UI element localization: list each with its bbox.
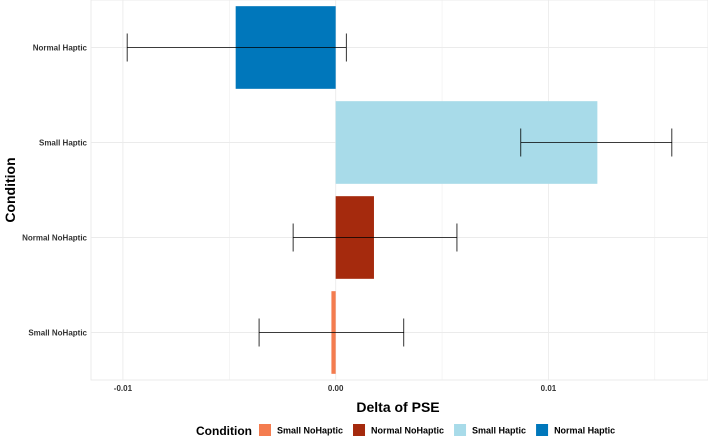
y-tick-label: Small NoHaptic — [28, 329, 87, 338]
x-tick-labels: -0.01 0.00 0.01 — [114, 384, 557, 393]
x-tick-label: 0.00 — [328, 384, 344, 393]
legend-label: Normal Haptic — [554, 426, 615, 436]
legend-label: Small Haptic — [472, 426, 526, 436]
legend-swatch — [536, 424, 549, 436]
legend-swatch — [353, 424, 366, 436]
legend-label: Normal NoHaptic — [371, 426, 444, 436]
legend: Condition Small NoHaptic Normal NoHaptic S… — [196, 424, 615, 438]
x-tick-label: 0.01 — [541, 384, 557, 393]
x-axis-title: Delta of PSE — [356, 399, 439, 415]
legend-title: Condition — [196, 424, 252, 438]
y-tick-label: Normal Haptic — [33, 44, 88, 53]
legend-swatch — [454, 424, 467, 436]
y-tick-labels: Small NoHaptic Normal NoHaptic Small Hapti… — [22, 44, 87, 338]
error-bars — [126, 33, 673, 347]
y-tick-label: Small Haptic — [39, 139, 88, 148]
y-axis-title: Condition — [2, 157, 18, 222]
legend-swatch — [259, 424, 271, 436]
y-tick-label: Normal NoHaptic — [22, 234, 87, 243]
x-tick-label: -0.01 — [114, 384, 133, 393]
legend-items: Small NoHaptic Normal NoHaptic Small Hapti… — [259, 424, 615, 436]
legend-label: Small NoHaptic — [277, 426, 343, 436]
plot-panel — [90, 0, 708, 381]
